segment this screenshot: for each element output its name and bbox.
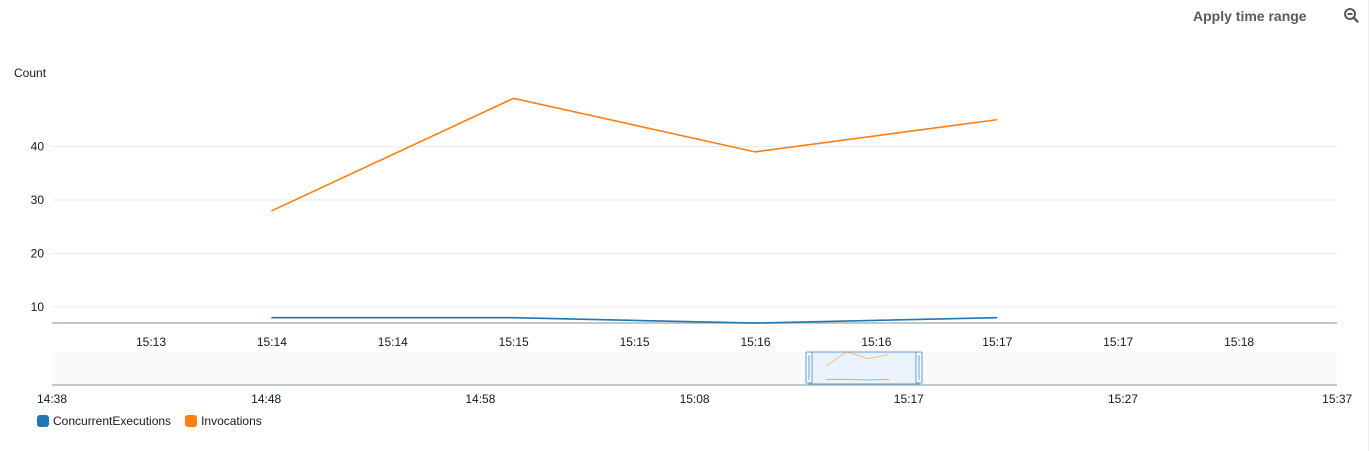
- panel-divider: [1368, 0, 1369, 451]
- time-navigator[interactable]: [52, 352, 1337, 385]
- apply-time-range-button[interactable]: Apply time range: [1193, 8, 1307, 24]
- data-point: [512, 97, 515, 100]
- legend-item-invocations[interactable]: Invocations: [185, 414, 262, 428]
- chart-legend: ConcurrentExecutions Invocations: [37, 412, 276, 430]
- legend-item-concurrent-executions[interactable]: ConcurrentExecutions: [37, 414, 171, 428]
- navigator-tick-label: 14:58: [465, 392, 495, 406]
- x-tick-label: 15:13: [136, 335, 166, 349]
- data-point: [512, 316, 515, 319]
- zoom-out-button[interactable]: [1343, 6, 1361, 26]
- navigator-mini-line: [825, 351, 890, 367]
- navigator-selected-range[interactable]: [808, 351, 920, 385]
- data-point: [271, 316, 273, 319]
- data-point: [995, 316, 998, 319]
- data-point: [271, 209, 273, 212]
- navigator-tick-label: 15:08: [680, 392, 710, 406]
- y-tick-label: 20: [31, 247, 45, 261]
- y-tick-label: 30: [31, 193, 45, 207]
- navigator-tick-label: 15:37: [1322, 392, 1352, 406]
- x-tick-label: 15:17: [1103, 335, 1133, 349]
- series-line-concurrentexecutions: [272, 316, 997, 324]
- navigator-tick-label: 15:17: [894, 392, 924, 406]
- navigator-tick-label: 14:48: [251, 392, 281, 406]
- data-point: [754, 322, 756, 324]
- x-tick-label: 15:14: [257, 335, 287, 349]
- navigator-mini-line: [826, 378, 890, 381]
- legend-label: ConcurrentExecutions: [53, 414, 172, 428]
- zoom-out-icon: [1344, 8, 1359, 23]
- x-tick-label: 15:16: [740, 335, 770, 349]
- x-tick-label: 15:17: [982, 335, 1012, 349]
- navigator-tick-label: 15:27: [1108, 392, 1138, 406]
- legend-swatch: [185, 415, 198, 427]
- legend-label: Invocations: [201, 414, 262, 428]
- x-tick-label: 15:15: [499, 335, 529, 349]
- x-tick-label: 15:14: [378, 335, 408, 349]
- x-tick-label: 15:15: [620, 335, 650, 349]
- x-tick-label: 15:18: [1224, 335, 1254, 349]
- legend-swatch: [37, 415, 49, 427]
- y-tick-label: 40: [31, 140, 45, 154]
- y-axis-label: Count: [14, 66, 47, 80]
- data-point: [754, 151, 756, 153]
- x-tick-label: 15:16: [861, 335, 891, 349]
- line-chart: Count 10 20 30 40 15:13 15:14 15:14 15:15 15:15…: [14, 66, 1353, 406]
- y-tick-label: 10: [31, 300, 45, 314]
- data-point: [995, 118, 998, 121]
- series-line-invocations: [271, 97, 997, 212]
- navigator-tick-label: 14:38: [37, 392, 67, 406]
